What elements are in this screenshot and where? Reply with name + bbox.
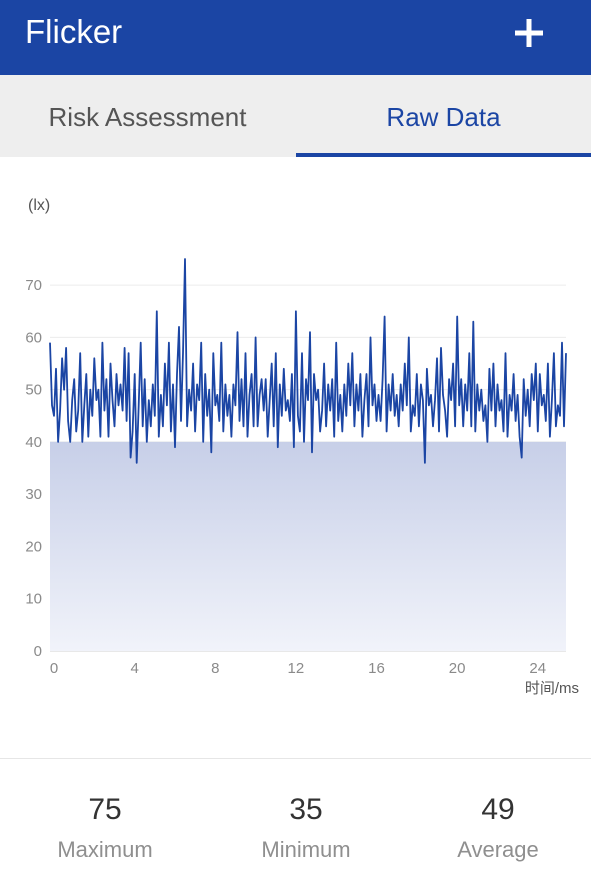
- average-label: Average: [457, 837, 539, 862]
- minimum-value: 35: [289, 793, 323, 826]
- x-tick-label: 12: [288, 660, 305, 677]
- series-line: [49, 258, 567, 464]
- y-tick-label: 70: [25, 277, 42, 294]
- x-axis-label: 时间/ms: [525, 680, 579, 697]
- average-value: 49: [481, 793, 515, 826]
- raw-data-chart: (lx) 0 4 8 12 16 20 24 0 10 20 30 40 50 60 70 时间/ms: [25, 197, 579, 697]
- y-tick-label: 50: [25, 382, 42, 399]
- tab-risk-assessment[interactable]: Risk Assessment: [48, 102, 247, 132]
- x-tick-label: 8: [211, 660, 219, 677]
- x-tick-label: 4: [130, 660, 138, 677]
- tab-raw-data[interactable]: Raw Data: [386, 102, 501, 132]
- app-bar: Flicker: [0, 0, 591, 75]
- x-tick-label: 0: [50, 660, 58, 677]
- y-axis-label: (lx): [28, 197, 50, 214]
- x-tick-label: 20: [449, 660, 466, 677]
- stat-maximum: 75 Maximum: [5, 788, 205, 866]
- plus-icon[interactable]: [510, 14, 548, 52]
- app-title: Flicker: [25, 13, 123, 50]
- divider: [0, 758, 591, 759]
- y-tick-label: 30: [25, 486, 42, 503]
- y-tick-label: 40: [25, 434, 42, 451]
- tab-indicator: [296, 153, 591, 157]
- y-tick-label: 60: [25, 329, 42, 346]
- maximum-value: 75: [88, 793, 122, 826]
- stat-average: 49 Average: [398, 788, 591, 866]
- x-tick-label: 16: [368, 660, 385, 677]
- x-tick-label: 24: [529, 660, 546, 677]
- y-tick-label: 20: [25, 538, 42, 555]
- stat-minimum: 35 Minimum: [206, 788, 406, 866]
- maximum-label: Maximum: [57, 837, 153, 862]
- y-tick-label: 0: [34, 643, 42, 660]
- area-fill: [50, 441, 566, 651]
- minimum-label: Minimum: [261, 837, 351, 862]
- y-tick-label: 10: [25, 591, 42, 608]
- tab-bar: Risk Assessment Raw Data: [0, 75, 591, 157]
